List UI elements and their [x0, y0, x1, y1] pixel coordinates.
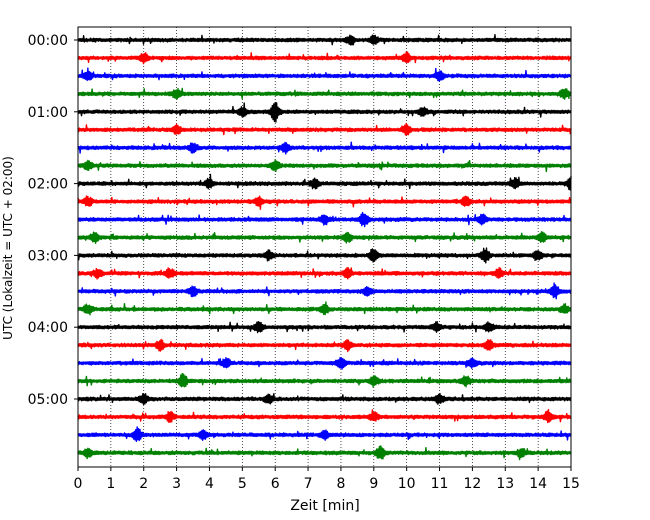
trace-0215: [77, 195, 572, 210]
trace-0545: [77, 445, 572, 461]
trace-0000: [77, 33, 572, 46]
y-tick-label: 01:00: [28, 105, 68, 121]
trace-0430: [77, 357, 572, 370]
trace-0030: [77, 67, 572, 82]
x-tick-label: 12: [463, 476, 481, 492]
trace-0145: [77, 159, 572, 173]
y-tick-label: 02:00: [28, 177, 68, 193]
x-tick-label: 13: [496, 476, 514, 492]
y-tick-label: 05:00: [28, 392, 68, 408]
x-tick-label: 11: [431, 476, 449, 492]
x-tick-label: 8: [336, 476, 345, 492]
trace-0245: [77, 231, 572, 244]
trace-0415: [77, 338, 572, 353]
trace-0130: [77, 141, 572, 155]
trace-0445: [77, 372, 572, 388]
seismic-traces: [77, 33, 572, 461]
x-tick-label: 3: [172, 476, 181, 492]
trace-0115: [77, 122, 572, 136]
trace-0015: [77, 51, 572, 65]
trace-0400: [77, 320, 572, 334]
trace-0530: [77, 426, 572, 443]
x-tick-label: 0: [74, 476, 83, 492]
x-tick-label: 1: [106, 476, 115, 492]
trace-0515: [77, 408, 572, 424]
y-axis-title: UTC (Lokalzeit = UTC + 02:00): [1, 156, 15, 340]
x-tick-label: 9: [369, 476, 378, 492]
x-tick-label: 14: [529, 476, 547, 492]
x-tick-label: 6: [271, 476, 280, 492]
y-tick-label: 03:00: [28, 248, 68, 264]
trace-0500: [77, 392, 572, 405]
x-tick-label: 10: [398, 476, 416, 492]
trace-0345: [77, 301, 572, 316]
plot-frame: [77, 26, 572, 468]
x-tick-label: 15: [562, 476, 580, 492]
trace-0200: [77, 173, 572, 191]
x-axis-title: Zeit [min]: [290, 498, 359, 514]
trace-0315: [77, 266, 572, 280]
trace-0045: [77, 87, 572, 100]
trace-0330: [77, 282, 572, 300]
x-tick-label: 4: [205, 476, 214, 492]
y-tick-label: 04:00: [28, 320, 68, 336]
x-axis: 0 1 2 3 4 5 6 7 8 9 10 11 12 13 14 15: [74, 467, 580, 492]
x-tick-label: 5: [238, 476, 247, 492]
x-tick-label: 7: [304, 476, 313, 492]
trace-0100: [77, 101, 572, 123]
y-tick-label: 00:00: [28, 33, 68, 49]
y-axis: 00:00 01:00 02:00 03:00 04:00 05:00: [28, 33, 78, 408]
trace-0300: [77, 247, 572, 264]
trace-0230: [77, 211, 572, 228]
x-tick-label: 2: [139, 476, 148, 492]
